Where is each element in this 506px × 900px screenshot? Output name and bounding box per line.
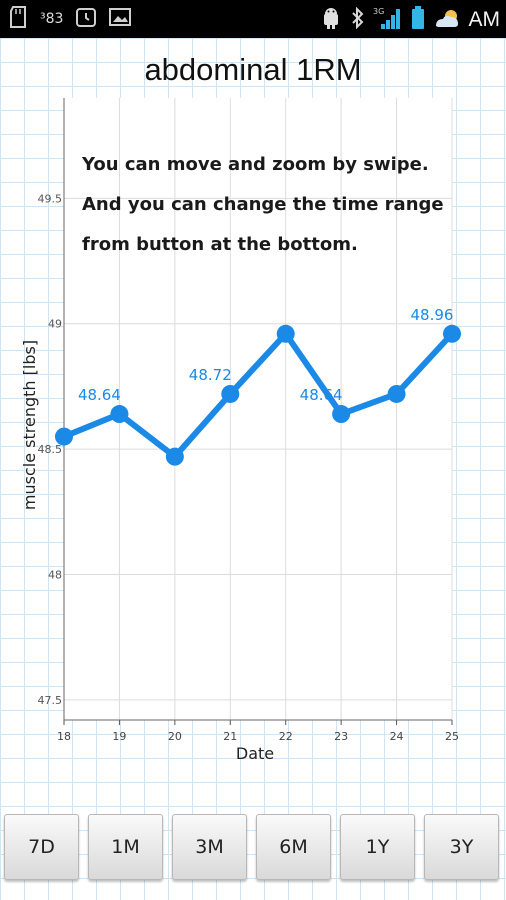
range-1m-button[interactable]: 1M <box>88 814 163 880</box>
data-label: 48.96 <box>411 306 454 324</box>
alarm-icon <box>75 6 97 32</box>
page-title: abdominal 1RM <box>144 52 362 87</box>
y-tick-label: 49 <box>48 318 62 331</box>
data-point[interactable] <box>165 447 184 466</box>
plot-area[interactable] <box>64 98 452 720</box>
x-tick-label: 25 <box>445 730 459 743</box>
y-tick-label: 48 <box>48 569 62 582</box>
network-type-label: 3G <box>373 7 384 16</box>
status-bar: ³83 3G AM <box>0 0 506 38</box>
android-robot-icon <box>319 6 343 34</box>
weather-icon <box>433 6 461 34</box>
battery-icon <box>411 6 425 34</box>
x-tick-label: 21 <box>223 730 237 743</box>
image-icon <box>109 7 132 31</box>
range-7d-button[interactable]: 7D <box>4 814 79 880</box>
data-label: 48.64 <box>300 386 343 404</box>
x-tick-label: 20 <box>168 730 182 743</box>
signal-3g-icon: 3G <box>373 6 403 34</box>
range-6m-button[interactable]: 6M <box>256 814 331 880</box>
data-point[interactable] <box>332 405 351 424</box>
sd-card-icon <box>10 6 28 32</box>
time-range-buttons: 7D 1M 3M 6M 1Y 3Y <box>0 814 506 880</box>
range-3y-button[interactable]: 3Y <box>424 814 499 880</box>
x-tick-label: 22 <box>279 730 293 743</box>
range-1y-button[interactable]: 1Y <box>340 814 415 880</box>
data-point[interactable] <box>443 324 461 343</box>
y-tick-label: 49.5 <box>38 192 63 205</box>
data-label: 48.64 <box>78 386 121 404</box>
instruction-text-line: And you can change the time range <box>82 194 444 215</box>
status-left-text: ³83 <box>40 11 64 27</box>
instruction-text-line: from button at the bottom. <box>82 234 358 255</box>
x-tick-label: 19 <box>112 730 126 743</box>
strength-chart[interactable]: 47.5 48 48.5 49 49.5 18 19 20 21 22 23 24 25 48.64 4… <box>0 0 506 800</box>
range-3m-button[interactable]: 3M <box>172 814 247 880</box>
data-label: 48.72 <box>189 366 232 384</box>
status-time: AM <box>468 8 501 31</box>
data-point[interactable] <box>221 384 240 403</box>
x-tick-label: 23 <box>334 730 348 743</box>
y-tick-label: 47.5 <box>38 694 63 707</box>
data-point[interactable] <box>276 324 295 343</box>
x-tick-label: 24 <box>390 730 404 743</box>
bluetooth-icon <box>351 6 365 33</box>
data-point[interactable] <box>55 427 73 446</box>
data-point[interactable] <box>110 405 129 424</box>
instruction-text-line: You can move and zoom by swipe. <box>81 154 429 175</box>
series-line <box>61 330 455 460</box>
data-point[interactable] <box>387 384 406 403</box>
x-tick-label: 18 <box>57 730 71 743</box>
y-tick-label: 48.5 <box>38 443 63 456</box>
y-axis-label: muscle strength [lbs] <box>20 340 39 510</box>
x-axis-label: Date <box>236 744 274 763</box>
